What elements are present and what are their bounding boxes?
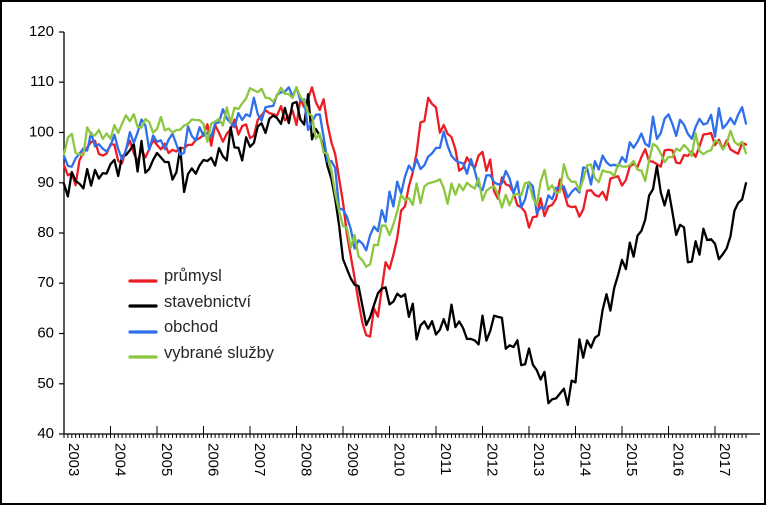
svg-text:2006: 2006 <box>205 443 222 476</box>
svg-text:60: 60 <box>37 325 54 342</box>
svg-text:2017: 2017 <box>716 443 733 476</box>
svg-text:2014: 2014 <box>577 443 594 476</box>
svg-text:2007: 2007 <box>251 443 268 476</box>
svg-text:90: 90 <box>37 174 54 191</box>
svg-text:2012: 2012 <box>484 443 501 476</box>
svg-text:2005: 2005 <box>158 443 175 476</box>
svg-text:2003: 2003 <box>65 443 82 476</box>
svg-text:2008: 2008 <box>298 443 315 476</box>
svg-text:100: 100 <box>29 124 54 141</box>
svg-text:110: 110 <box>30 73 54 90</box>
svg-text:40: 40 <box>37 425 54 442</box>
svg-text:2011: 2011 <box>437 443 454 475</box>
svg-text:80: 80 <box>37 224 54 241</box>
svg-text:2009: 2009 <box>344 443 361 476</box>
svg-text:2015: 2015 <box>623 443 640 476</box>
svg-text:50: 50 <box>37 375 54 392</box>
svg-text:2010: 2010 <box>391 443 408 476</box>
svg-text:120: 120 <box>29 23 54 40</box>
svg-text:2004: 2004 <box>112 443 129 476</box>
svg-text:70: 70 <box>37 274 54 291</box>
svg-text:2013: 2013 <box>530 443 547 476</box>
svg-text:2016: 2016 <box>670 443 687 476</box>
